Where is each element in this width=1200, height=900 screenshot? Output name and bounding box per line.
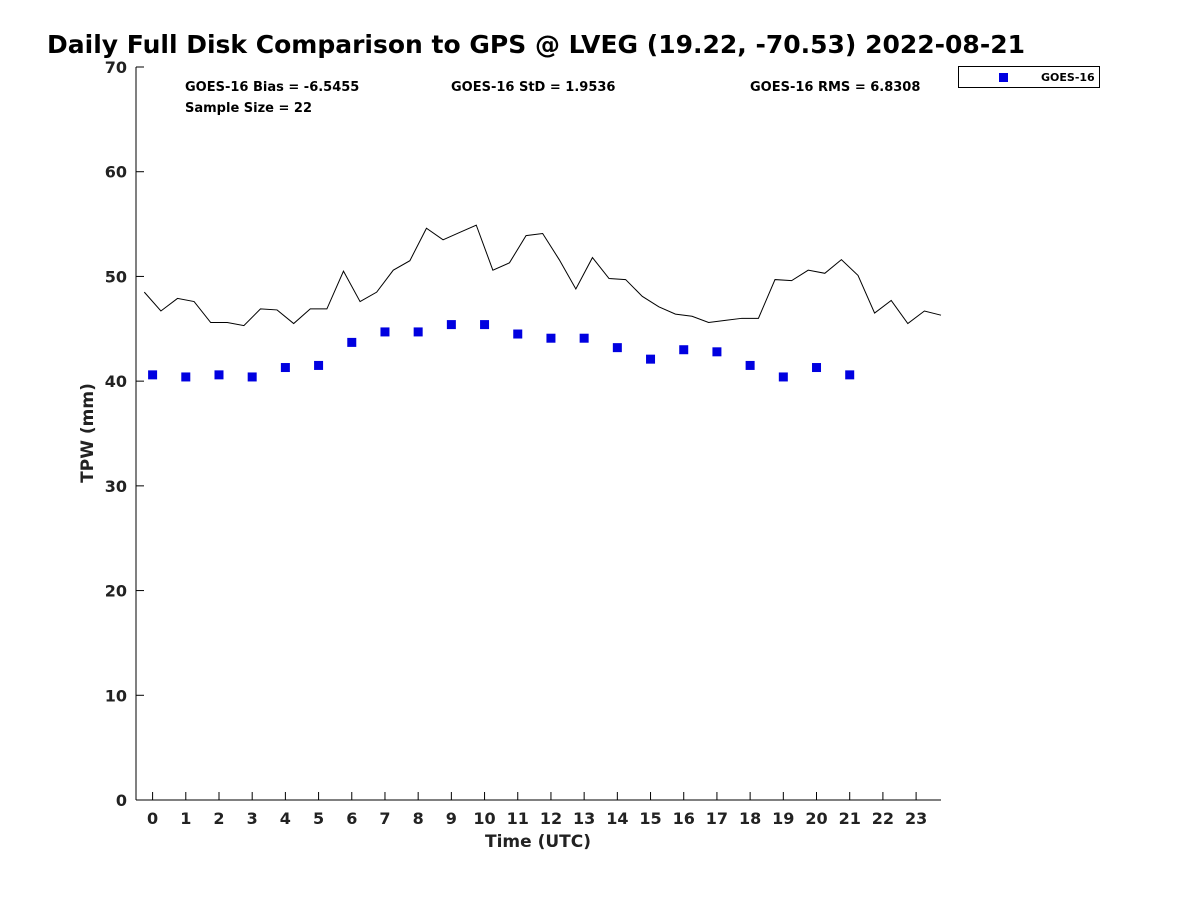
x-tick-label: 17: [706, 809, 728, 828]
goes16-point: [579, 333, 589, 343]
x-tick-label: 12: [540, 809, 562, 828]
x-tick-label: 7: [379, 809, 390, 828]
goes16-point: [480, 320, 490, 330]
x-tick-label: 1: [180, 809, 191, 828]
x-tick-label: 5: [313, 809, 324, 828]
x-tick-label: 6: [346, 809, 357, 828]
y-tick-label: 60: [105, 163, 127, 182]
y-tick-label: 20: [105, 582, 127, 601]
gps-series-line: [143, 224, 942, 327]
x-axis-label: Time (UTC): [485, 832, 591, 852]
y-tick-label: 10: [105, 686, 127, 705]
x-tick-label: 3: [247, 809, 258, 828]
x-tick-label: 2: [213, 809, 224, 828]
goes16-point: [247, 372, 257, 382]
x-tick-label: 23: [905, 809, 927, 828]
x-tick-label: 14: [606, 809, 628, 828]
y-tick-label: 30: [105, 477, 127, 496]
goes16-point: [646, 354, 656, 364]
y-tick-label: 40: [105, 372, 127, 391]
x-tick-label: 20: [805, 809, 827, 828]
x-tick-label: 0: [147, 809, 158, 828]
x-tick-label: 13: [573, 809, 595, 828]
x-tick-label: 19: [772, 809, 794, 828]
x-tick-label: 11: [507, 809, 529, 828]
goes16-point: [314, 360, 324, 370]
goes16-point: [280, 363, 290, 373]
goes16-point: [845, 370, 855, 380]
marker-layer: [148, 320, 855, 382]
x-tick-label: 22: [872, 809, 894, 828]
goes16-point: [712, 347, 722, 357]
goes16-point: [745, 360, 755, 370]
x-tick-label: 15: [639, 809, 661, 828]
sample-size-stat: Sample Size = 22: [185, 101, 313, 116]
x-tick-label: 21: [839, 809, 861, 828]
x-tick-label: 18: [739, 809, 761, 828]
goes16-point: [214, 370, 224, 380]
y-tick-label: 50: [105, 267, 127, 286]
goes16-point: [546, 333, 556, 343]
x-tick-label: 8: [413, 809, 424, 828]
x-tick-label: 9: [446, 809, 457, 828]
goes16-point: [513, 329, 523, 339]
goes16-point: [812, 363, 822, 373]
x-tick-label: 4: [280, 809, 291, 828]
line-layer: [143, 224, 942, 327]
y-axis-label: TPW (mm): [78, 383, 98, 483]
legend-label: GOES-16: [1041, 71, 1095, 84]
bias-stat: GOES-16 Bias = -6.5455: [185, 80, 360, 95]
goes16-point: [413, 327, 423, 337]
goes16-point: [612, 343, 622, 353]
goes16-point: [778, 372, 788, 382]
x-tick-label: 10: [473, 809, 495, 828]
goes16-point: [380, 327, 390, 337]
y-tick-label: 70: [105, 58, 127, 77]
y-tick-label: 0: [116, 791, 127, 810]
legend-marker: [999, 73, 1008, 82]
goes16-point: [679, 345, 689, 355]
goes16-point: [148, 370, 158, 380]
goes16-point: [347, 337, 357, 347]
std-stat: GOES-16 StD = 1.9536: [451, 80, 616, 95]
x-tick-label: 16: [673, 809, 695, 828]
rms-stat: GOES-16 RMS = 6.8308: [750, 80, 921, 95]
goes16-point: [181, 372, 191, 382]
chart-title: Daily Full Disk Comparison to GPS @ LVEG…: [47, 30, 1025, 59]
legend: GOES-16: [958, 66, 1100, 88]
goes16-point: [446, 320, 456, 330]
